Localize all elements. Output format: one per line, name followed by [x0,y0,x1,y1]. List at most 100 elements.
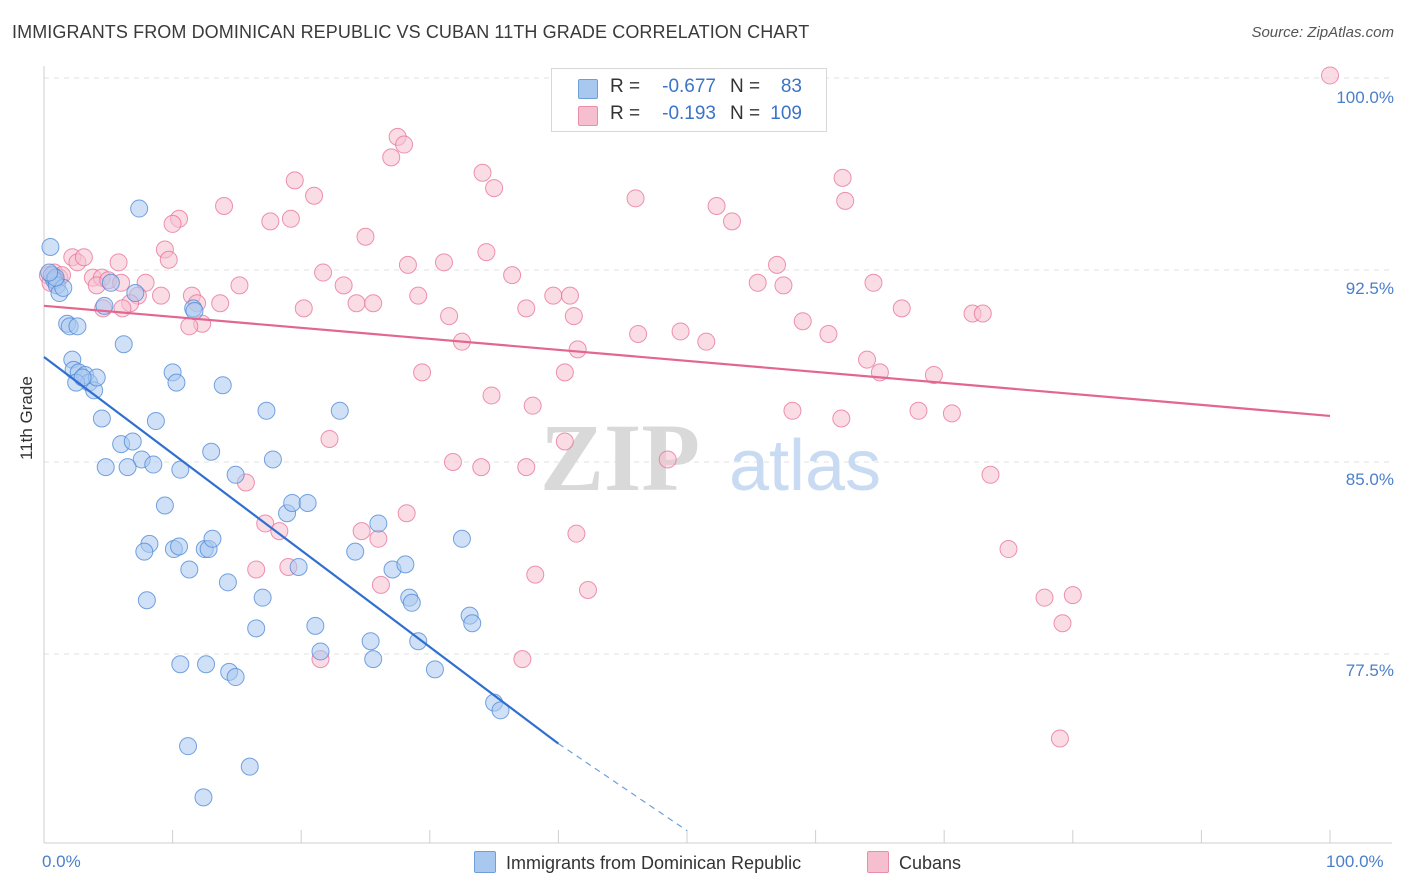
cuban-point [440,307,459,326]
dominican-point [247,619,266,638]
cuban-point [832,409,851,428]
cuban-point [180,317,199,336]
dominican-point [130,199,149,218]
dominican-point [123,432,142,451]
cuban-point [892,299,911,318]
cuban-point [1053,614,1072,633]
cuban-point [833,168,852,187]
legend-n-label: N = [730,103,761,124]
dominican-point [135,542,154,561]
y-tick-92-5: 92.5% [1345,279,1394,298]
bottom-legend-label-cubans: Cubans [899,853,962,873]
dominican-point [203,529,222,548]
legend: R = -0.677 N = 83 R = -0.193 N = 109 [551,68,827,132]
legend-r-value: -0.193 [662,103,716,124]
cuban-point [768,255,787,274]
series-dominican [40,199,510,807]
cuban-point [1035,588,1054,607]
dominican-point [283,493,302,512]
bottom-legend-swatch-cubans [867,851,889,873]
cuban-point [864,273,883,292]
dominican-point [213,376,232,395]
cuban-point [707,197,726,215]
cuban-point [819,325,838,343]
trend-lines [43,304,1331,832]
cuban-point [159,250,178,269]
dominican-point [170,537,189,556]
legend-row-cubans: R = -0.193 N = 109 [552,100,826,128]
dominican-point [41,237,60,256]
cuban-point [658,450,677,469]
dominican-point [402,593,421,612]
cuban-point [152,286,171,305]
dominican-point [101,273,120,292]
legend-r-label: R = [610,103,641,124]
cuban-point [523,396,542,415]
dominican-point [167,373,186,392]
dominican-point [180,560,199,579]
x-tick-left: 0.0% [42,852,81,871]
dominican-point [171,460,190,479]
cuban-point [320,429,339,448]
cuban-point [382,148,401,167]
dominican-point [202,442,221,461]
dominican-point [289,557,308,576]
cuban-point [544,286,563,305]
cuban-point [564,307,583,326]
dominican-point [118,458,137,477]
cuban-point [626,189,645,208]
cuban-point [485,179,504,198]
cuban-point [285,171,304,190]
cuban-point [909,401,928,420]
dominican-point [298,493,317,512]
dominican-point [364,650,383,669]
dominican-point [409,632,428,651]
dominican-point [146,412,165,431]
dominican-point [197,655,216,674]
dominican-point [463,614,482,633]
cuban-point [230,276,249,295]
cuban-point [999,540,1018,559]
cuban-point [472,458,491,477]
dominican-point [330,401,349,420]
cuban-point [398,255,417,274]
cuban-point [783,401,802,420]
dominican-point [253,588,272,607]
cuban-point [473,163,492,182]
cuban-point [1321,66,1339,85]
axes [43,66,1392,844]
cuban-point [629,325,648,343]
trend-line-cubans [43,304,1331,418]
cuban-point [314,263,333,282]
cuban-point [555,432,574,451]
watermark-atlas: atlas [729,426,881,506]
cuban-point [748,273,767,292]
dominican-point [425,660,444,679]
cuban-point [434,253,453,272]
cuban-point [560,286,579,305]
cuban-point [113,299,132,318]
dominican-point [92,409,111,428]
dominican-point [155,496,174,515]
dominican-point [491,701,510,720]
cuban-point [281,209,300,228]
dominican-point [171,655,190,674]
cuban-point [568,340,587,359]
y-axis-label: 11th Grade [17,376,36,460]
dominican-point [218,573,237,592]
source-label: Source: ZipAtlas.com [1251,24,1394,41]
dominican-point [179,737,198,756]
dominican-point [40,263,59,282]
cuban-point [352,522,371,541]
cuban-point [215,197,234,215]
cuban-point [211,294,230,313]
cuban-point [334,276,353,295]
trend-line-dominican [43,356,560,745]
cuban-point [369,529,388,548]
dominican-point [73,368,92,387]
trend-line-dominican-extension [558,743,688,832]
dominican-point [96,458,115,477]
legend-n-value: 109 [770,103,802,124]
cuban-point [109,253,128,272]
